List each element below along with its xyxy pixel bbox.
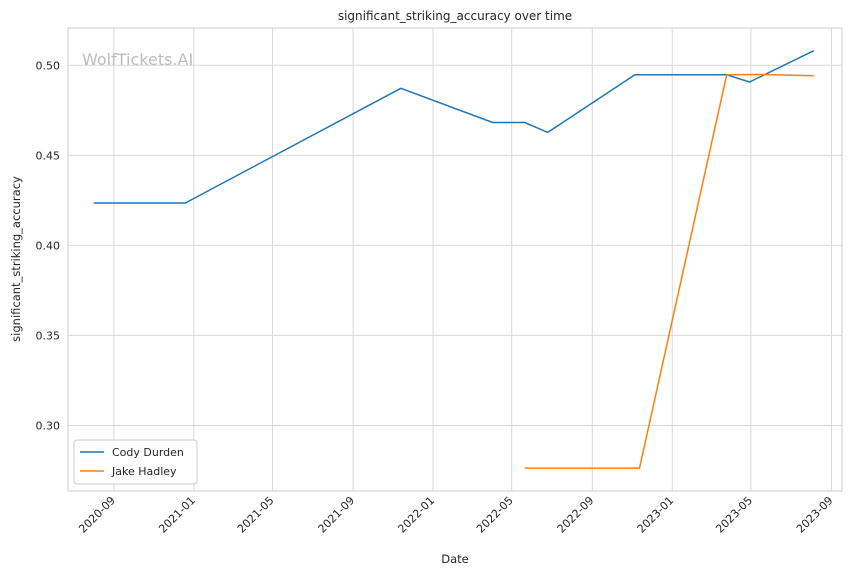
- legend: Cody Durden Jake Hadley: [73, 439, 198, 485]
- x-tick-label: 2022-09: [555, 494, 597, 536]
- y-tick-label: 0.30: [36, 419, 61, 432]
- x-tick-label: 2021-01: [156, 494, 198, 536]
- y-tick-label: 0.35: [36, 329, 61, 342]
- x-tick-label: 2023-01: [635, 494, 677, 536]
- legend-label-jake-hadley: Jake Hadley: [111, 465, 177, 478]
- x-tick-label: 2022-01: [395, 494, 437, 536]
- y-tick-label: 0.40: [36, 239, 61, 252]
- x-tick-label: 2021-09: [316, 494, 358, 536]
- legend-label-cody-durden: Cody Durden: [112, 446, 184, 459]
- legend-box: [73, 439, 198, 485]
- x-tick-label: 2023-05: [713, 494, 755, 536]
- x-tick-label: 2022-05: [474, 494, 516, 536]
- series-line-jake-hadley: [524, 73, 814, 469]
- y-axis-label: significant_striking_accuracy: [9, 176, 23, 342]
- grid: [68, 28, 842, 491]
- x-tick-label: 2023-09: [794, 494, 836, 536]
- series-line-cody-durden: [93, 50, 815, 204]
- y-tick-label: 0.50: [36, 59, 61, 72]
- x-tick-label: 2021-05: [235, 494, 277, 536]
- y-tick-label: 0.45: [36, 149, 61, 162]
- chart-title: significant_striking_accuracy over time: [338, 9, 572, 23]
- x-tick-label: 2020-09: [76, 494, 118, 536]
- plot-area: [67, 27, 843, 492]
- series-layer: [93, 50, 815, 469]
- x-axis-label: Date: [441, 552, 469, 566]
- watermark: WolfTickets.AI: [82, 50, 193, 69]
